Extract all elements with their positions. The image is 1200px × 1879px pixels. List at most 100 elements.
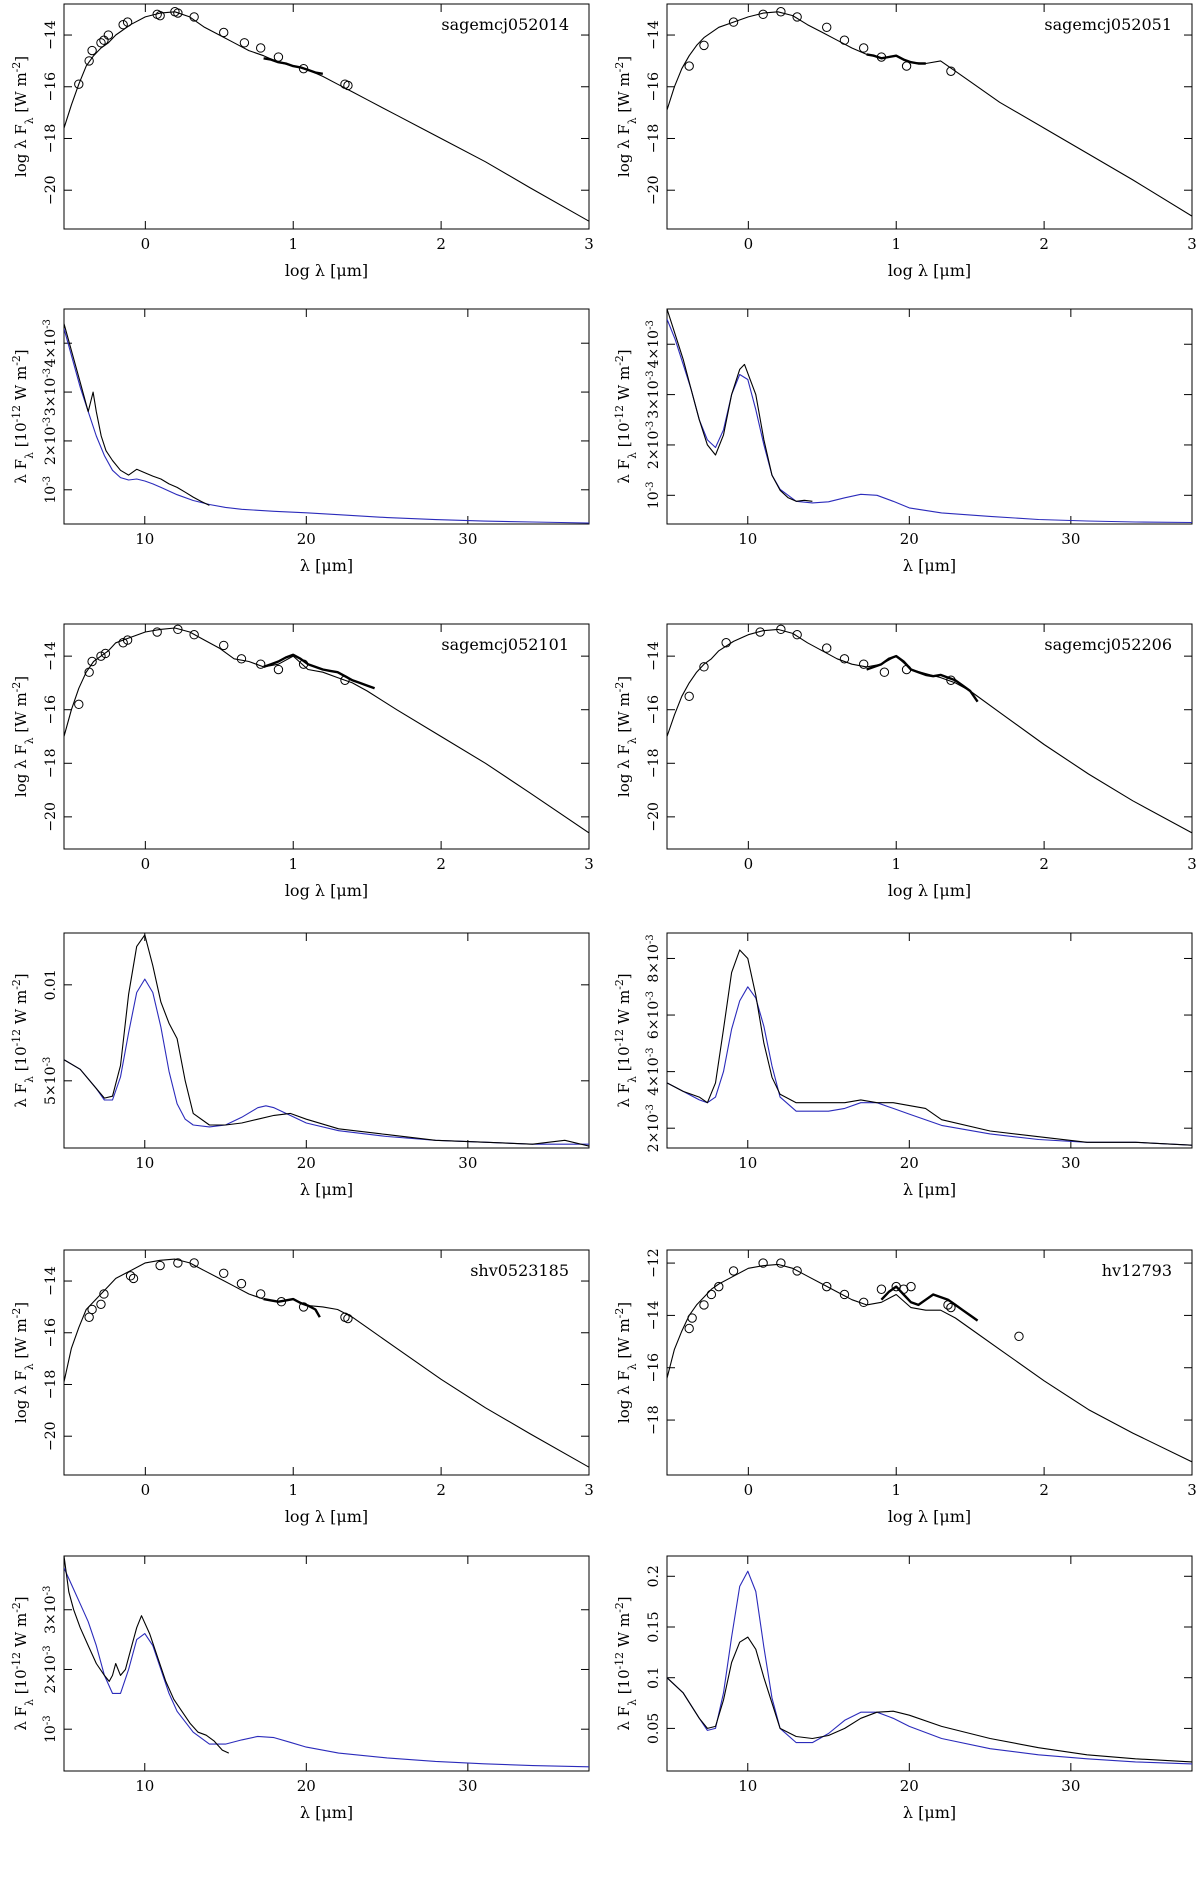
chart-sed-sagemcj052014: 0 1 2 3 −14 −16 −18 −20 log λ [μm] log λ Fλ [W m-…	[10, 3, 594, 280]
x-tick-label: 30	[1061, 530, 1080, 548]
data-layer	[667, 949, 1192, 1146]
y-tick-label: −20	[646, 175, 662, 205]
data-layer	[64, 624, 589, 834]
y-axis-label: λ Fλ [10-12 W m-2]	[613, 973, 639, 1107]
x-tick-label: 1	[891, 855, 901, 873]
series-irs-line	[263, 1297, 321, 1318]
x-tick-label: 0	[744, 855, 754, 873]
photometry-point	[858, 1297, 869, 1308]
y-tick-label: −12	[646, 1248, 662, 1278]
photometry-point	[74, 79, 84, 89]
x-tick-label: 20	[297, 1154, 316, 1172]
y-tick-label: 2×10-3	[645, 421, 663, 469]
photometry-point	[714, 1281, 724, 1292]
x-tick-label: 30	[1061, 1154, 1080, 1172]
chart-sed-sagemcj052101: 0 1 2 3 −14 −16 −18 −20 log λ [μm] log λ Fλ [W m-…	[10, 623, 594, 900]
photometry-point	[219, 27, 229, 38]
x-tick-label: 20	[900, 1777, 919, 1795]
photometry-point	[906, 1281, 916, 1292]
x-tick-label: 3	[1187, 855, 1197, 873]
y-tick-label: 2×10-3	[42, 417, 60, 465]
y-tick-label: 0.2	[646, 1565, 662, 1587]
object-name-label: hv12793	[1102, 1261, 1172, 1280]
chart-spec-sagemcj052051: 10 20 30 10-3 2×10-3 3×10-3 4×10-3 λ [μm] λ Fλ […	[613, 308, 1193, 575]
photometry-point	[822, 22, 832, 32]
y-tick-label: −20	[43, 175, 59, 205]
y-axis-label: log λ Fλ [W m-2]	[10, 56, 36, 177]
y-tick-label: 8×10-3	[645, 934, 663, 982]
photometry-point	[340, 675, 350, 685]
plot-frame	[63, 932, 590, 1149]
photometry-point	[298, 659, 309, 669]
y-tick-label: −14	[646, 641, 662, 671]
photometry-point	[74, 699, 84, 710]
data-layer	[667, 1258, 1192, 1463]
y-tick-label: 5×10-3	[42, 1057, 60, 1105]
object-name-label: sagemcj052101	[441, 635, 569, 654]
photometry-point	[943, 1300, 953, 1310]
data-layer	[667, 7, 1192, 217]
series-irs-line	[263, 57, 324, 75]
photometry-point	[684, 691, 694, 702]
y-tick-label: −20	[43, 1421, 59, 1451]
series-observed-line	[667, 949, 1192, 1146]
photometry-point	[189, 1258, 199, 1268]
x-tick-label: 0	[744, 1481, 754, 1499]
x-axis-label: λ [μm]	[903, 1803, 956, 1822]
photometry-point	[255, 659, 266, 669]
series-observed-line	[667, 1636, 1192, 1763]
x-axis-label: λ [μm]	[300, 1803, 353, 1822]
photometry-point	[255, 43, 266, 53]
photometry-point	[728, 1266, 739, 1276]
photometry-point	[255, 1289, 266, 1299]
x-axis-label: log λ [μm]	[888, 881, 971, 900]
plot-frame	[666, 1555, 1193, 1772]
photometry-point	[84, 667, 94, 677]
photometry-point	[684, 61, 694, 71]
y-tick-label: −20	[646, 802, 662, 832]
y-tick-label: 0.01	[43, 969, 59, 1000]
chart-spec-hv12793: 10 20 30 0.05 0.1 0.15 0.2 λ [μm] λ Fλ [10-12 W …	[613, 1555, 1193, 1822]
y-tick-label: −18	[43, 749, 59, 779]
series-model-line	[667, 628, 1192, 834]
x-tick-label: 0	[744, 235, 754, 253]
x-tick-label: 20	[900, 530, 919, 548]
photometry-point	[946, 675, 956, 685]
y-tick-label: −14	[43, 641, 59, 671]
x-tick-label: 10	[135, 1777, 154, 1795]
y-tick-label: −20	[43, 802, 59, 832]
photometry-point	[273, 664, 284, 675]
plot-frame	[63, 1555, 590, 1772]
x-tick-label: 10	[135, 530, 154, 548]
photometry-point	[343, 80, 353, 91]
plot-frame	[666, 932, 1193, 1149]
x-tick-label: 0	[141, 1481, 151, 1499]
x-axis-label: log λ [μm]	[285, 881, 368, 900]
series-irs-line	[263, 653, 376, 690]
photometry-point	[858, 659, 869, 669]
photometry-point	[901, 61, 912, 71]
photometry-point	[792, 12, 802, 22]
x-axis-label: log λ [μm]	[285, 1507, 368, 1526]
y-tick-label: 4×10-3	[42, 319, 60, 367]
photometry-point	[879, 667, 890, 677]
y-axis-label: λ Fλ [10-12 W m-2]	[10, 1596, 36, 1730]
x-tick-label: 2	[436, 855, 446, 873]
panels-group: 0 1 2 3 −14 −16 −18 −20 log λ [μm] log λ Fλ [W m-…	[10, 3, 1197, 1822]
object-name-label: sagemcj052014	[441, 15, 569, 34]
photometry-point	[219, 640, 229, 651]
chart-sed-hv12793: 0 1 2 3 −12 −14 −16 −18 log λ [μm] log λ Fλ [W m-…	[613, 1248, 1197, 1526]
x-tick-label: 3	[584, 235, 594, 253]
x-tick-label: 30	[458, 530, 477, 548]
y-tick-label: 0.15	[646, 1611, 662, 1642]
x-tick-label: 0	[141, 235, 151, 253]
x-tick-label: 10	[738, 1777, 757, 1795]
photometry-point	[728, 17, 739, 27]
data-layer	[667, 1570, 1192, 1765]
x-tick-label: 3	[1187, 235, 1197, 253]
y-tick-label: 4×10-3	[645, 1047, 663, 1095]
y-axis-label: λ Fλ [10-12 W m-2]	[613, 349, 639, 483]
y-tick-label: 0.1	[646, 1667, 662, 1689]
y-tick-label: −18	[646, 124, 662, 154]
y-tick-label: −16	[646, 1353, 662, 1383]
